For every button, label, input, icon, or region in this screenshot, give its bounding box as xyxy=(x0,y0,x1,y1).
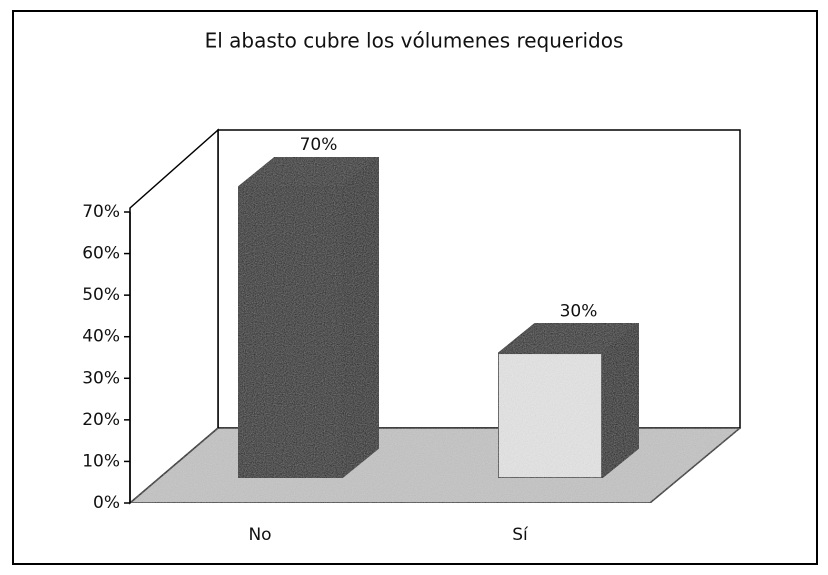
x-tick-label: No xyxy=(248,525,271,545)
y-tick-label: 10% xyxy=(82,451,120,471)
y-tick-label: 60% xyxy=(82,244,120,264)
y-tick-label: 20% xyxy=(82,410,120,430)
y-tick-label: 70% xyxy=(82,202,120,222)
chart-title: El abasto cubre los vólumenes requeridos xyxy=(205,29,624,53)
y-tick-label: 0% xyxy=(93,493,120,513)
floor xyxy=(127,427,743,504)
x-tick-label: Sí xyxy=(512,525,529,545)
value-label: 30% xyxy=(560,301,598,321)
bar-side xyxy=(341,155,380,480)
bar xyxy=(497,352,603,479)
y-tick-label: 30% xyxy=(82,368,120,388)
y-tick-label: 40% xyxy=(82,327,120,347)
y-tick-label: 50% xyxy=(82,285,120,305)
value-label: 70% xyxy=(300,135,338,155)
bar xyxy=(237,186,343,479)
